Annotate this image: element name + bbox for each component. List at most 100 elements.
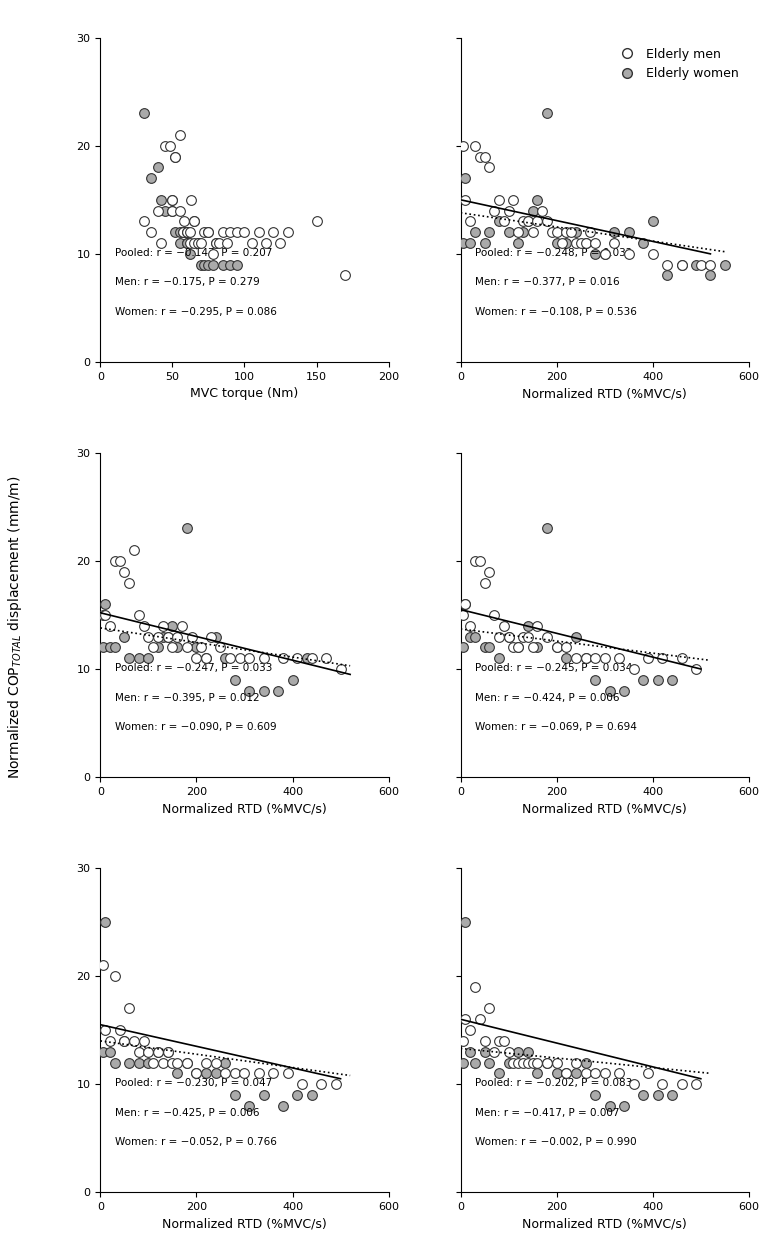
Point xyxy=(604,680,616,700)
Point xyxy=(608,222,621,242)
Point xyxy=(195,638,208,658)
Point xyxy=(493,211,505,231)
Point xyxy=(656,648,669,668)
Point xyxy=(479,572,491,592)
Point xyxy=(570,233,582,254)
Point xyxy=(205,626,217,646)
Point xyxy=(198,255,210,275)
Point xyxy=(546,222,558,242)
Point xyxy=(219,1063,232,1083)
Point xyxy=(274,233,286,254)
Point xyxy=(647,211,659,231)
Point xyxy=(622,243,635,264)
Point xyxy=(133,648,145,668)
Point xyxy=(690,659,703,679)
Point xyxy=(550,638,563,658)
Point xyxy=(498,616,510,636)
Point xyxy=(464,616,476,636)
Point xyxy=(483,562,496,582)
Point xyxy=(618,1096,630,1116)
Point xyxy=(628,659,640,679)
Point xyxy=(665,1084,678,1104)
X-axis label: Normalized RTD (%MVC/s): Normalized RTD (%MVC/s) xyxy=(162,802,327,816)
Legend: Elderly men, Elderly women: Elderly men, Elderly women xyxy=(611,44,743,84)
Point xyxy=(652,670,664,690)
Point xyxy=(459,594,472,614)
Point xyxy=(479,1030,491,1050)
Point xyxy=(579,648,591,668)
Point xyxy=(570,1053,582,1073)
Point xyxy=(207,243,219,264)
Point xyxy=(560,222,573,242)
Point xyxy=(589,243,601,264)
Point xyxy=(195,233,208,254)
Point xyxy=(224,255,236,275)
Point xyxy=(184,233,196,254)
Point xyxy=(598,243,611,264)
Point xyxy=(166,201,178,221)
Point xyxy=(224,222,236,242)
Point xyxy=(541,518,554,538)
Point xyxy=(185,626,198,646)
Point xyxy=(459,594,472,614)
Point xyxy=(306,1084,318,1104)
Point xyxy=(483,1053,496,1073)
Point xyxy=(522,626,534,646)
Point xyxy=(604,1096,616,1116)
Point xyxy=(157,626,169,646)
Point xyxy=(166,190,178,210)
Point xyxy=(301,648,313,668)
Point xyxy=(579,233,591,254)
Point xyxy=(613,1063,625,1083)
Text: Women: r = −0.108, P = 0.536: Women: r = −0.108, P = 0.536 xyxy=(475,306,637,316)
Point xyxy=(123,572,135,592)
Point xyxy=(118,562,130,582)
Point xyxy=(464,233,476,254)
Point xyxy=(192,233,205,254)
Point xyxy=(704,266,716,286)
Point xyxy=(493,626,505,646)
Point xyxy=(550,222,563,242)
Text: Normalized COP$_{TOTAL}$ displacement (mm/m): Normalized COP$_{TOTAL}$ displacement (m… xyxy=(6,476,25,779)
Point xyxy=(589,670,601,690)
Point xyxy=(474,551,486,571)
Point xyxy=(192,233,205,254)
Point xyxy=(157,1053,169,1073)
Text: Pooled: r = −0.245, P = 0.034: Pooled: r = −0.245, P = 0.034 xyxy=(475,664,632,674)
Point xyxy=(531,1063,543,1083)
Point xyxy=(493,648,505,668)
Point xyxy=(512,222,524,242)
Point xyxy=(166,201,178,221)
Point xyxy=(493,1030,505,1050)
Point xyxy=(512,233,524,254)
Point xyxy=(176,222,188,242)
Point xyxy=(200,1063,212,1083)
Point xyxy=(152,1042,164,1062)
Point xyxy=(541,1053,554,1073)
Point xyxy=(181,222,193,242)
Text: Men: r = −0.395, P = 0.012: Men: r = −0.395, P = 0.012 xyxy=(115,693,259,703)
Point xyxy=(161,1042,174,1062)
Point xyxy=(522,211,534,231)
Point xyxy=(267,222,279,242)
Point xyxy=(188,211,200,231)
Point xyxy=(483,157,496,177)
Point xyxy=(188,233,200,254)
Point xyxy=(109,1053,121,1073)
Point xyxy=(457,233,469,254)
Point xyxy=(457,1053,469,1073)
Point xyxy=(207,255,219,275)
Point xyxy=(195,255,208,275)
Point xyxy=(507,190,520,210)
Point xyxy=(560,1063,573,1083)
Point xyxy=(188,211,200,231)
Point xyxy=(522,616,534,636)
Point xyxy=(147,1053,159,1073)
Point xyxy=(219,648,232,668)
Point xyxy=(464,211,476,231)
Point xyxy=(479,1042,491,1062)
Point xyxy=(96,955,109,975)
Point xyxy=(233,648,245,668)
Point xyxy=(171,626,184,646)
Point xyxy=(527,222,539,242)
